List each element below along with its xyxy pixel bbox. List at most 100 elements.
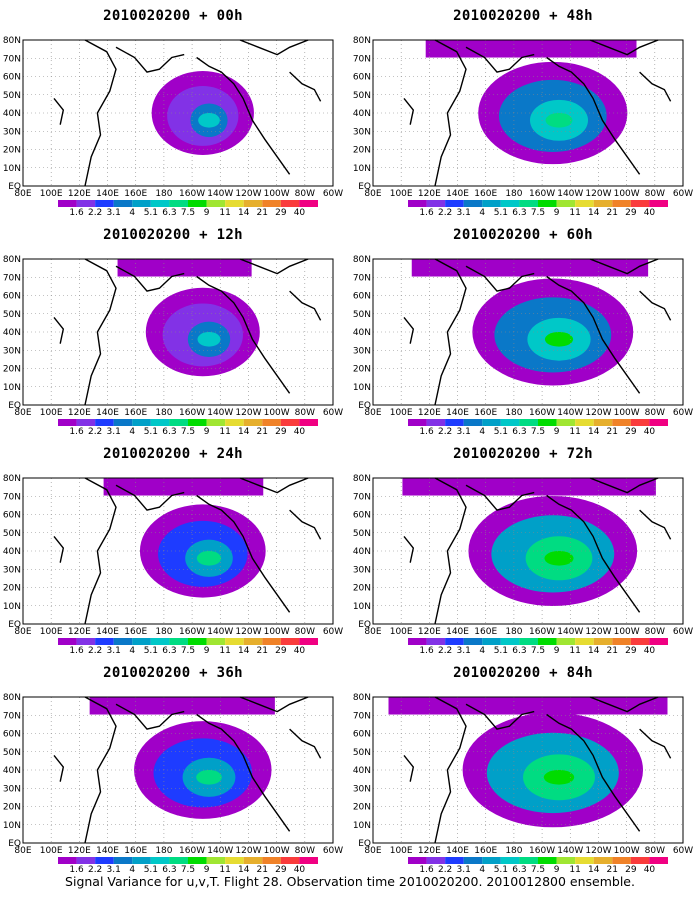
variance-maximum [196,770,222,785]
colorbar-label: 2.2 [438,208,452,218]
colorbar-label: 4 [479,646,485,656]
variance-maximum [543,770,575,785]
colorbar-swatch [95,857,114,864]
colorbar-label: 11 [219,427,230,437]
colorbar-label: 6.3 [162,865,176,875]
latitude-label: 30N [3,784,21,794]
latitude-label: 50N [3,529,21,539]
colorbar-swatch [538,200,557,207]
colorbar-swatch [445,200,464,207]
colorbar-label: 7.5 [531,427,545,437]
variance-maximum [196,551,222,566]
colorbar-swatch [225,200,244,207]
latitude-label: EQ [358,620,371,630]
colorbar-swatch [649,638,668,645]
colorbar-swatch [445,857,464,864]
colorbar-swatch [630,419,650,426]
longitude-label: 140E [96,846,119,856]
colorbar-label: 29 [625,427,637,437]
colorbar-label: 1.6 [69,865,84,875]
colorbar-label: 21 [607,646,618,656]
colorbar-label: 40 [644,646,656,656]
colorbar-label: 40 [644,865,656,875]
latitude-label: 60N [3,73,21,83]
colorbar-label: 6.3 [162,427,176,437]
colorbar-swatch [76,200,96,207]
latitude-label: 20N [353,365,371,375]
longitude-label: 80E [14,408,31,418]
colorbar-label: 9 [554,427,560,437]
longitude-label: 160E [124,189,147,199]
colorbar-swatch [649,419,668,426]
longitude-label: 160E [474,627,497,637]
latitude-label: 40N [353,766,371,776]
colorbar-swatch [445,638,464,645]
colorbar-swatch [58,857,77,864]
colorbar-label: 29 [275,865,287,875]
longitude-label: 140E [96,189,119,199]
longitude-label: 140W [557,627,583,637]
colorbar-label: 2.2 [88,646,102,656]
colorbar-label: 1.6 [419,427,434,437]
latitude-label: EQ [358,182,371,192]
variance-field [411,259,649,277]
latitude-label: EQ [8,401,21,411]
colorbar-label: 5.1 [144,427,158,437]
panel-title: 2010020200 + 48h [453,8,593,24]
longitude-label: 180 [155,846,172,856]
figure-caption: Signal Variance for u,v,T. Flight 28. Ob… [65,874,635,889]
colorbar-swatch [169,419,188,426]
coastline [403,477,672,625]
longitude-label: 100W [264,408,290,418]
colorbar-swatch [206,857,226,864]
colorbar-swatch [538,857,557,864]
colorbar-label: 11 [569,427,580,437]
colorbar-swatch [500,200,520,207]
longitude-label: 180 [155,189,172,199]
longitude-label: 140W [207,189,233,199]
longitude-label: 120W [585,846,611,856]
latitude-label: 50N [3,91,21,101]
colorbar-label: 6.3 [512,646,526,656]
colorbar-label: 7.5 [181,646,195,656]
longitude-label: 100W [264,627,290,637]
colorbar-swatch [132,638,151,645]
longitude-label: 120W [235,189,261,199]
colorbar-swatch [612,857,631,864]
colorbar-swatch [188,200,207,207]
longitude-label: 160E [474,189,497,199]
colorbar-swatch [58,638,77,645]
colorbar-label: 9 [204,865,210,875]
map-frame [372,39,684,187]
latitude-label: 80N [353,36,371,46]
latitude-label: 80N [353,474,371,484]
longitude-label: 160W [179,846,205,856]
map-panel-84h: 2010020200 + 84h 80N 70N 60N 50N 40N 30N 20N 10… [353,657,693,875]
panel-title: 2010020200 + 00h [103,8,243,24]
colorbar-label: 9 [204,646,210,656]
latitude-label: EQ [358,401,371,411]
latitude-label: 80N [3,36,21,46]
variance-maximum [544,332,574,347]
colorbar-label: 3.1 [457,865,471,875]
latitude-label: 70N [353,273,371,283]
colorbar-swatch [299,419,318,426]
colorbar-label: 1.6 [69,646,84,656]
latitude-label: 80N [3,255,21,265]
variance-field [388,697,668,715]
colorbar-swatch [463,857,483,864]
colorbar-label: 21 [607,427,618,437]
colorbar-label: 4 [129,865,135,875]
latitude-label: 20N [3,803,21,813]
colorbar-swatch [188,857,207,864]
colorbar-swatch [630,200,650,207]
latitude-label: 60N [3,511,21,521]
longitude-label: 180 [155,408,172,418]
colorbar-swatch [575,419,594,426]
longitude-label: 120E [68,189,91,199]
latitude-label: 40N [3,766,21,776]
colorbar-label: 14 [238,646,250,656]
colorbar-swatch [132,200,151,207]
colorbar-swatch [113,200,133,207]
